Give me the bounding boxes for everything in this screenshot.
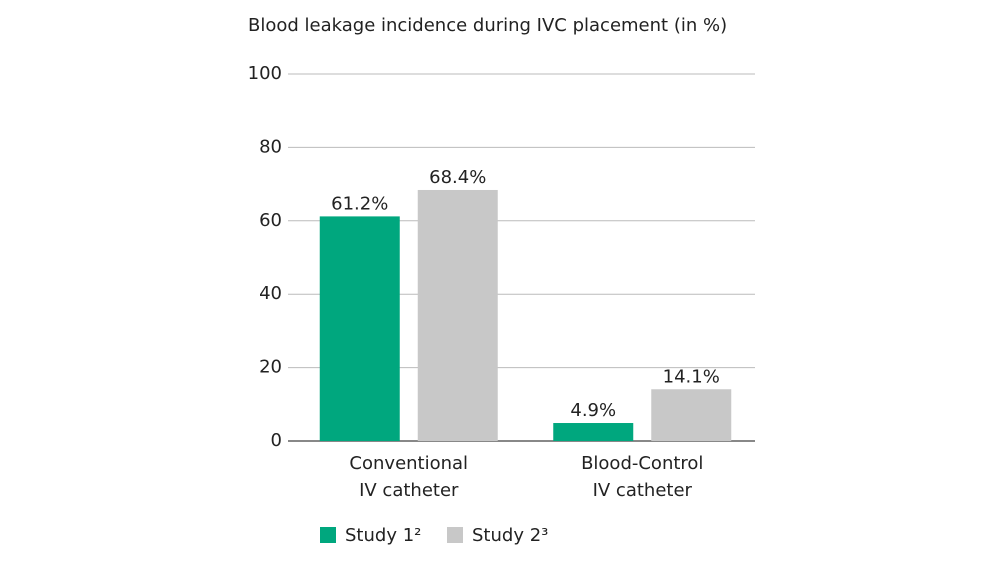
y-tick-label: 100 [248,63,282,84]
data-label: 4.9% [570,400,616,421]
legend-swatch [320,527,336,543]
bar [553,423,634,441]
y-tick-label: 60 [259,210,282,231]
legend-swatch [447,527,463,543]
bar [417,189,498,441]
bar [319,216,400,441]
legend-label: Study 1² [345,525,421,546]
data-label: 14.1% [663,366,720,387]
data-label: 68.4% [429,167,486,188]
chart-title: Blood leakage incidence during IVC place… [248,15,727,36]
y-tick-label: 20 [259,357,282,378]
x-tick-label: Blood-Control IV catheter [581,453,704,501]
y-tick-label: 40 [259,283,282,304]
y-tick-label: 0 [271,430,282,451]
x-tick-label: Conventional IV catheter [349,453,469,501]
legend-label: Study 2³ [472,525,548,546]
bar [651,389,732,441]
y-tick-label: 80 [259,136,282,157]
data-label: 61.2% [331,193,388,214]
